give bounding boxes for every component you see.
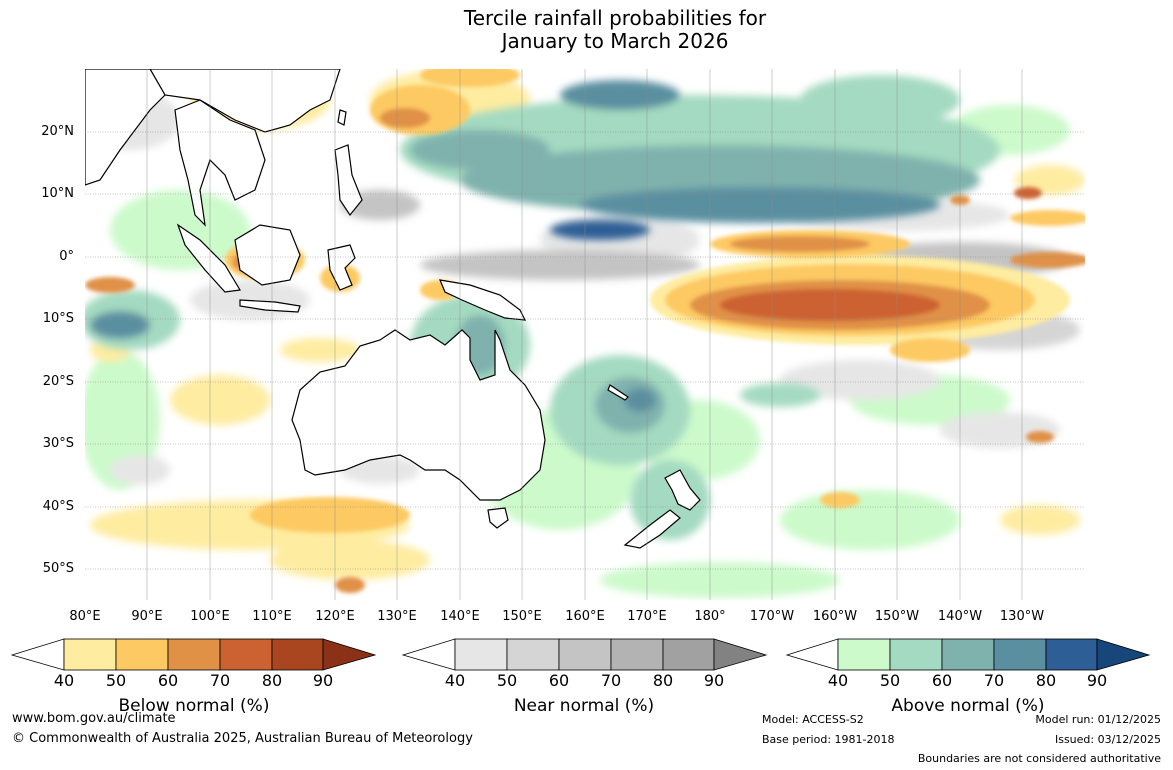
colorbar-above-bin-5 (1045, 638, 1098, 671)
taiwan (337, 109, 347, 126)
borneo (234, 224, 301, 286)
below-normal-equatorial-pacific (650, 187, 1085, 443)
lon-label-130w: 130°W (999, 609, 1045, 624)
tasmania (487, 507, 509, 529)
colorbar-above-bin-4 (993, 638, 1047, 671)
lon-label-170w: 170°W (749, 609, 795, 624)
colorbar-near-bin-5 (662, 638, 715, 671)
colorbar-below-bin-1 (63, 638, 117, 671)
lon-label-150e: 150°E (502, 609, 542, 624)
lon-label-160e: 160°E (565, 609, 605, 624)
india-east (85, 69, 166, 186)
new-zealand-north (664, 469, 701, 511)
title-line-1: Tercile rainfall probabilities for (463, 6, 767, 30)
issued-text: Issued: 03/12/2025 (1054, 733, 1161, 746)
lon-label-170e: 170°E (627, 609, 667, 624)
colorbar-above-bin-2 (889, 638, 943, 671)
colorbar-above-upper-triangle (1096, 638, 1151, 671)
lat-label-30s: 30°S (42, 436, 74, 451)
lon-label-120e: 120°E (315, 609, 355, 624)
lon-label-140e: 140°E (440, 609, 480, 624)
lon-label-140w: 140°W (937, 609, 983, 624)
colorbar-below-upper-triangle (322, 638, 377, 671)
colorbar-near-lower-triangle (401, 638, 456, 671)
lon-label-130e: 130°E (377, 609, 417, 624)
below-tick-80: 80 (261, 671, 283, 690)
above-tick-40: 40 (827, 671, 849, 690)
colorbar-above-normal (785, 638, 1151, 671)
colorbar-near-normal (401, 638, 768, 671)
colorbar-below-bin-4 (219, 638, 273, 671)
philippines (334, 144, 363, 217)
near-normal-label: Near normal (%) (513, 696, 655, 716)
near-tick-50: 50 (496, 671, 518, 690)
lat-label-20n: 20°N (41, 124, 74, 139)
above-normal-label: Above normal (%) (891, 696, 1045, 716)
map-field (85, 69, 1085, 600)
below-tick-60: 60 (157, 671, 179, 690)
lon-label-90e: 90°E (131, 609, 163, 624)
title-line-2: January to March 2026 (501, 29, 729, 53)
colorbar-near-bin-1 (454, 638, 508, 671)
above-tick-50: 50 (879, 671, 901, 690)
below-tick-90: 90 (312, 671, 334, 690)
lat-label-20s: 20°S (42, 374, 74, 389)
below-tick-40: 40 (53, 671, 75, 690)
colorbar-near-upper-triangle (713, 638, 768, 671)
colorbar-above-bin-3 (941, 638, 995, 671)
colorbar-below-bin-5 (271, 638, 324, 671)
lat-label-40s: 40°S (42, 499, 74, 514)
disclaimer-text: Boundaries are not considered authoritat… (917, 752, 1161, 765)
near-tick-40: 40 (444, 671, 466, 690)
meridians (146, 69, 1023, 600)
website-link[interactable]: www.bom.gov.au/climate (12, 711, 176, 726)
java (239, 299, 301, 313)
lon-label-100e: 100°E (190, 609, 230, 624)
colorbar-above-bin-1 (837, 638, 891, 671)
near-tick-90: 90 (703, 671, 725, 690)
lon-label-110e: 110°E (252, 609, 292, 624)
colorbar-below-lower-triangle (10, 638, 65, 671)
above-tick-60: 60 (931, 671, 953, 690)
colorbar-near-bin-4 (610, 638, 664, 671)
near-tick-80: 80 (652, 671, 674, 690)
lat-label-10n: 10°N (41, 186, 74, 201)
model-run-text: Model run: 01/12/2025 (1035, 713, 1161, 726)
sumatra (176, 223, 241, 293)
colorbar-below-bin-3 (167, 638, 221, 671)
near-tick-70: 70 (600, 671, 622, 690)
below-normal-label: Below normal (%) (118, 696, 270, 716)
colorbar-below-normal (10, 638, 377, 671)
colorbar-near-bin-2 (506, 638, 560, 671)
above-tick-80: 80 (1035, 671, 1057, 690)
above-tick-70: 70 (983, 671, 1005, 690)
landmasses (85, 69, 701, 549)
lat-label-50s: 50°S (42, 561, 74, 576)
colorbar-above-lower-triangle (785, 638, 839, 671)
below-tick-70: 70 (209, 671, 231, 690)
new-caledonia (607, 384, 629, 401)
above-tick-90: 90 (1086, 671, 1108, 690)
lon-label-180: 180° (694, 609, 726, 624)
australia-land (291, 329, 546, 501)
lat-label-10s: 10°S (42, 311, 74, 326)
lon-label-150w: 150°W (874, 609, 920, 624)
below-tick-50: 50 (105, 671, 127, 690)
near-tick-60: 60 (548, 671, 570, 690)
lon-label-80e: 80°E (69, 609, 101, 624)
colorbar-near-bin-3 (558, 638, 612, 671)
lon-label-160w: 160°W (812, 609, 858, 624)
model-text: Model: ACCESS-S2 (762, 713, 864, 726)
colorbar-below-bin-2 (115, 638, 169, 671)
new-zealand-south (623, 509, 681, 549)
copyright-text: © Commonwealth of Australia 2025, Austra… (12, 731, 473, 746)
lat-label-equator: 0° (59, 249, 74, 264)
base-period-text: Base period: 1981-2018 (762, 733, 895, 746)
